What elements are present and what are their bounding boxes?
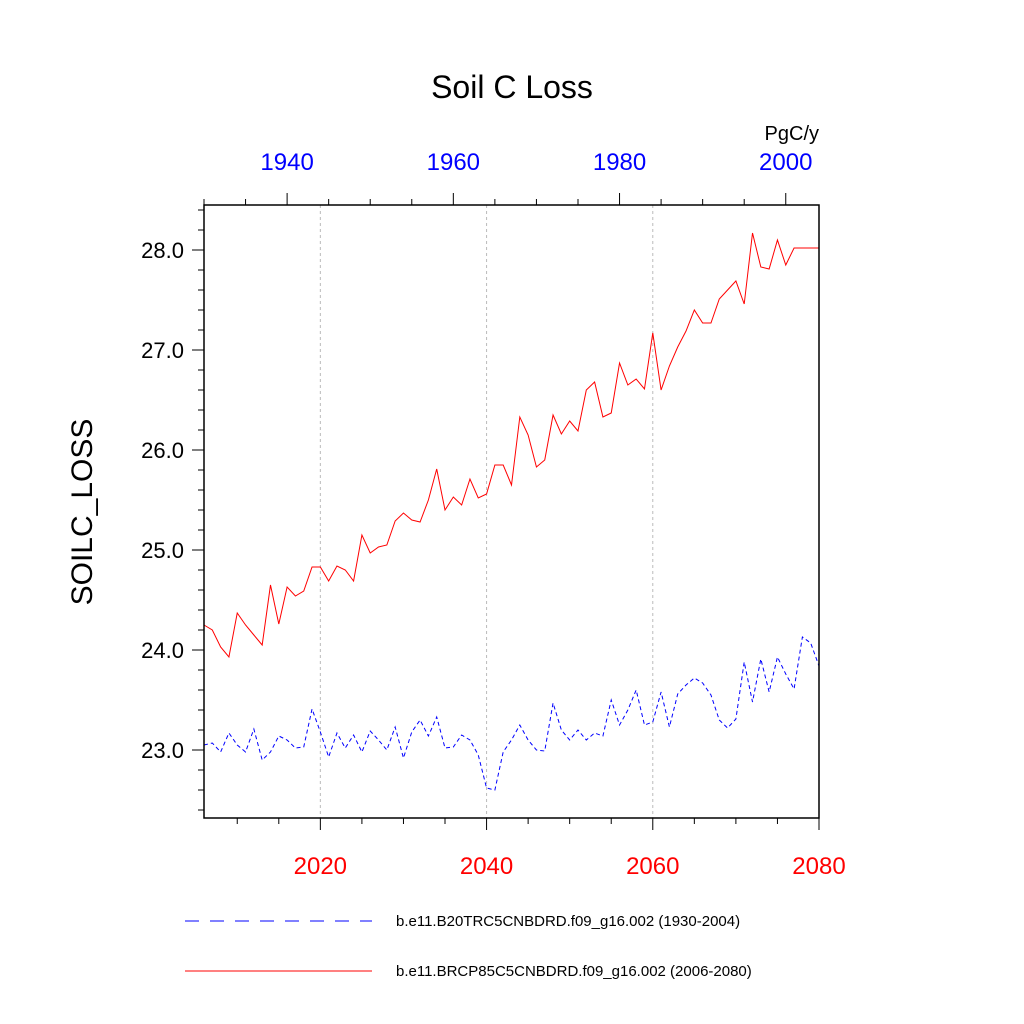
- x-bottom-tick-label: 2060: [626, 853, 679, 880]
- x-top-tick-label: 1980: [593, 149, 646, 176]
- x-top-tick-label: 2000: [759, 149, 812, 176]
- x-bottom-tick-label: 2040: [460, 853, 513, 880]
- y-tick-label: 28.0: [141, 238, 184, 263]
- y-axis-label: SOILC_LOSS: [66, 419, 99, 606]
- legend-label-rcp85: b.e11.BRCP85C5CNBDRD.f09_g16.002 (2006-2…: [396, 963, 752, 980]
- plot-frame: [203, 204, 820, 819]
- y-tick-label: 24.0: [141, 638, 184, 663]
- series-line-0: [203, 636, 820, 791]
- y-tick-label: 27.0: [141, 338, 184, 363]
- chart-title: Soil C Loss: [431, 69, 593, 105]
- legend: b.e11.B20TRC5CNBDRD.f09_g16.002 (1930-20…: [185, 913, 752, 980]
- x-top-tick-label: 1960: [427, 149, 480, 176]
- y-tick-label: 26.0: [141, 438, 184, 463]
- series-line-1: [203, 232, 819, 659]
- series-layer: [203, 232, 820, 791]
- x-bottom-tick-label: 2080: [792, 853, 845, 880]
- legend-label-historical: b.e11.B20TRC5CNBDRD.f09_g16.002 (1930-20…: [396, 913, 740, 930]
- y-tick-label: 25.0: [141, 538, 184, 563]
- y-tick-label: 23.0: [141, 738, 184, 763]
- axes: 23.0 24.0 25.0 26.0 27.0 28.0 2020 2040 2060 2080…: [141, 149, 846, 880]
- x-top-tick-label: 1940: [260, 149, 313, 176]
- x-bottom-tick-label: 2020: [294, 853, 347, 880]
- vertical-grid: [319, 205, 654, 818]
- units-label: PgC/y: [765, 123, 819, 145]
